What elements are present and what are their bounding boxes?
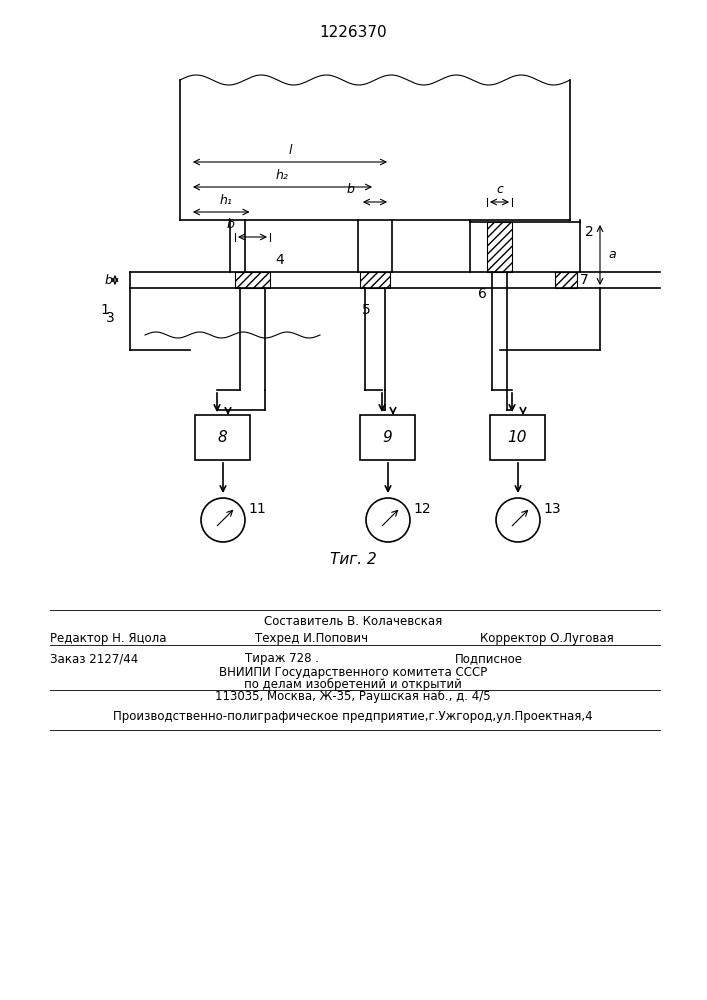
Bar (360, 272, 390, 288)
Text: Подписное: Подписное (455, 652, 523, 665)
Text: Τиг. 2: Τиг. 2 (329, 552, 376, 567)
Bar (555, 272, 577, 288)
Text: 13: 13 (543, 502, 561, 516)
Text: 8: 8 (218, 430, 228, 445)
Text: Тираж 728 .: Тираж 728 . (245, 652, 319, 665)
Text: 11: 11 (248, 502, 266, 516)
Text: h₁: h₁ (220, 194, 233, 207)
Text: l: l (288, 144, 292, 157)
Text: Корректор О.Луговая: Корректор О.Луговая (480, 632, 614, 645)
Text: b: b (346, 183, 354, 196)
Text: Техред И.Попович: Техред И.Попович (255, 632, 368, 645)
Text: a: a (608, 248, 616, 261)
Text: h₂: h₂ (276, 169, 289, 182)
Bar (235, 272, 270, 288)
Text: Заказ 2127/44: Заказ 2127/44 (50, 652, 139, 665)
Bar (490, 415, 545, 460)
Bar (360, 415, 415, 460)
Text: 6: 6 (477, 287, 486, 301)
Text: 1: 1 (100, 303, 110, 317)
Text: 4: 4 (275, 253, 284, 267)
Text: 10: 10 (508, 430, 527, 445)
Text: b: b (226, 218, 234, 231)
Text: 12: 12 (413, 502, 431, 516)
Bar (195, 415, 250, 460)
Text: 7: 7 (580, 273, 589, 287)
Text: Производственно-полиграфическое предприятие,г.Ужгород,ул.Проектная,4: Производственно-полиграфическое предприя… (113, 710, 592, 723)
Text: 3: 3 (105, 311, 115, 325)
Text: 113035, Москва, Ж-35, Раушская наб., д. 4/5: 113035, Москва, Ж-35, Раушская наб., д. … (215, 690, 491, 703)
Text: 5: 5 (362, 303, 370, 317)
Text: c: c (496, 183, 503, 196)
Text: Составитель В. Колачевская: Составитель В. Колачевская (264, 615, 442, 628)
Text: ВНИИПИ Государственного комитета СССР: ВНИИПИ Государственного комитета СССР (219, 666, 487, 679)
Text: по делам изобретений и открытий: по делам изобретений и открытий (244, 678, 462, 691)
Text: Редактор Н. Яцола: Редактор Н. Яцола (50, 632, 167, 645)
Bar (487, 222, 512, 272)
Text: 1226370: 1226370 (319, 25, 387, 40)
Text: 2: 2 (585, 225, 594, 239)
Text: 9: 9 (382, 430, 392, 445)
Text: b: b (104, 273, 112, 286)
